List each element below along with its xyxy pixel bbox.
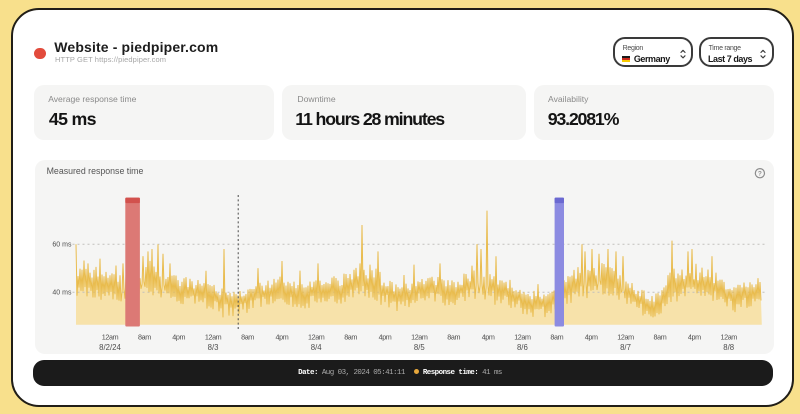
svg-text:4pm: 4pm <box>379 332 392 341</box>
svg-text:8/2/24: 8/2/24 <box>99 343 121 352</box>
svg-text:8/4: 8/4 <box>311 343 323 352</box>
svg-text:12am: 12am <box>514 332 531 341</box>
svg-text:8am: 8am <box>550 332 563 341</box>
svg-text:8am: 8am <box>654 332 667 341</box>
svg-text:40 ms: 40 ms <box>52 290 72 297</box>
svg-text:4pm: 4pm <box>482 332 495 341</box>
svg-text:4pm: 4pm <box>276 332 289 341</box>
svg-text:60 ms: 60 ms <box>52 242 72 249</box>
svg-text:8am: 8am <box>344 332 357 341</box>
svg-text:4pm: 4pm <box>585 332 598 341</box>
svg-text:8/3: 8/3 <box>208 343 219 352</box>
svg-text:8/6: 8/6 <box>517 343 528 352</box>
svg-text:12am: 12am <box>617 332 634 341</box>
svg-text:4pm: 4pm <box>688 332 701 341</box>
svg-text:8/8: 8/8 <box>723 343 734 352</box>
svg-text:12am: 12am <box>308 332 325 341</box>
svg-text:8/5: 8/5 <box>414 343 426 352</box>
svg-text:4pm: 4pm <box>172 332 185 341</box>
svg-text:12am: 12am <box>102 332 119 341</box>
svg-text:8am: 8am <box>241 332 254 341</box>
svg-text:?: ? <box>758 171 762 178</box>
svg-text:12am: 12am <box>205 332 222 341</box>
svg-text:8am: 8am <box>447 332 460 341</box>
svg-text:8/7: 8/7 <box>620 343 631 352</box>
svg-text:8am: 8am <box>138 332 151 341</box>
svg-text:12am: 12am <box>411 332 428 341</box>
svg-text:12am: 12am <box>721 332 738 341</box>
